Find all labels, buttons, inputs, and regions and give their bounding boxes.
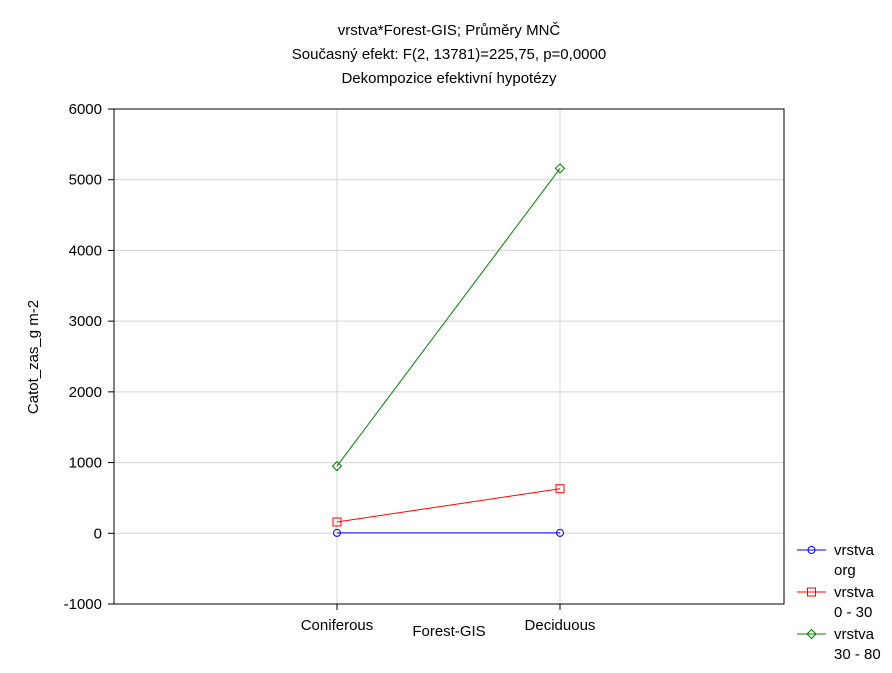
legend-marker xyxy=(807,546,816,554)
y-tick-label: 4000 xyxy=(69,242,102,259)
x-axis-label: Forest-GIS xyxy=(412,623,485,640)
chart-title-line: Současný efekt: F(2, 13781)=225,75, p=0,… xyxy=(292,46,606,63)
chart-title: vrstva*Forest-GIS; Průměry MNČ Současný e… xyxy=(292,22,606,87)
grid-lines xyxy=(114,109,784,604)
y-tick-label: 1000 xyxy=(69,455,102,472)
data-point xyxy=(333,528,341,537)
y-axis-label: Catot_zas_g m-2 xyxy=(25,300,42,414)
y-tick-label: 2000 xyxy=(69,384,102,401)
data-point xyxy=(554,163,566,174)
legend: vrstva org vrstva 0 - 30 vrstva 30 - 80 xyxy=(797,542,881,663)
series-line xyxy=(336,488,561,523)
chart-title-line: vrstva*Forest-GIS; Průměry MNČ xyxy=(338,22,561,39)
y-tick-label: 6000 xyxy=(69,101,102,118)
legend-marker xyxy=(807,587,816,597)
data-point xyxy=(331,460,343,472)
chart-title-line: Dekompozice efektivní hypotézy xyxy=(341,70,557,87)
data-point xyxy=(555,484,565,494)
legend-label: vrstva xyxy=(834,626,875,643)
legend-marker xyxy=(806,628,817,640)
legend-label: vrstva xyxy=(834,542,875,559)
legend-label: vrstva xyxy=(834,584,875,601)
plot-area xyxy=(113,108,785,605)
data-point xyxy=(332,517,342,527)
y-tick-label: 5000 xyxy=(69,172,102,189)
legend-label: 0 - 30 xyxy=(834,604,872,621)
y-tick-label: -1000 xyxy=(64,596,102,613)
y-axis-ticks: -1000 0 1000 2000 3000 4000 5000 6000 xyxy=(64,101,114,613)
data-series xyxy=(331,163,566,537)
series-line xyxy=(336,168,561,467)
legend-label: org xyxy=(834,562,856,579)
y-tick-label: 0 xyxy=(94,525,102,542)
legend-label: 30 - 80 xyxy=(834,646,881,663)
x-axis-ticks: Coniferous Deciduous xyxy=(301,604,596,634)
x-tick-label: Coniferous xyxy=(301,617,374,634)
y-tick-label: 3000 xyxy=(69,313,102,330)
data-point xyxy=(556,528,564,537)
x-tick-label: Deciduous xyxy=(525,617,596,634)
